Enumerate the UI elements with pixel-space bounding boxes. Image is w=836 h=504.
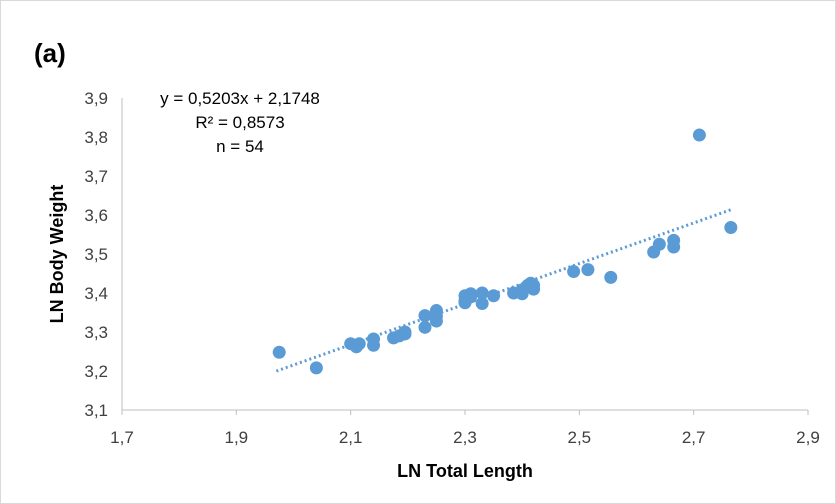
- y-axis-title: LN Body Weight: [47, 185, 67, 324]
- data-point: [487, 289, 501, 303]
- data-point: [567, 265, 581, 279]
- trendline-line: [275, 208, 732, 373]
- y-tick-label: 3,9: [84, 89, 108, 108]
- y-tick-label: 3,6: [84, 206, 108, 225]
- trendline: [275, 208, 732, 373]
- data-points: [272, 128, 738, 375]
- x-tick-label: 1,7: [110, 428, 134, 447]
- y-tick-label: 3,2: [84, 362, 108, 381]
- x-tick-label: 2,9: [796, 428, 820, 447]
- data-point: [418, 320, 432, 334]
- data-point: [309, 361, 323, 375]
- data-point: [418, 309, 432, 323]
- regression-annotation: y = 0,5203x + 2,1748 R² = 0,8573 n = 54: [160, 89, 320, 156]
- data-point: [652, 237, 666, 251]
- data-point: [581, 263, 595, 277]
- y-tick-label: 3,1: [84, 401, 108, 420]
- x-tick-label: 1,9: [225, 428, 249, 447]
- data-point: [667, 240, 681, 254]
- data-point: [272, 345, 286, 359]
- data-point: [352, 337, 366, 351]
- x-tick-labels: 1,7 1,9 2,1 2,3 2,5 2,7 2,9: [110, 410, 820, 447]
- y-tick-label: 3,4: [84, 284, 108, 303]
- y-tick-label: 3,7: [84, 167, 108, 186]
- data-point: [604, 270, 618, 284]
- y-tick-labels: 3,1 3,2 3,3 3,4 3,5 3,6 3,7 3,8 3,9: [84, 89, 108, 420]
- x-tick-label: 2,3: [453, 428, 477, 447]
- data-point: [724, 220, 738, 234]
- y-tick-label: 3,5: [84, 245, 108, 264]
- y-tick-label: 3,8: [84, 128, 108, 147]
- x-tick-label: 2,5: [568, 428, 592, 447]
- data-point: [527, 278, 541, 292]
- data-point: [398, 327, 412, 341]
- data-point: [429, 314, 443, 328]
- data-point: [464, 290, 478, 304]
- data-point: [475, 286, 489, 300]
- r-squared: R² = 0,8573: [195, 113, 284, 132]
- data-point: [475, 297, 489, 311]
- x-axis-title: LN Total Length: [397, 461, 533, 481]
- data-point: [692, 128, 706, 142]
- y-tick-label: 3,3: [84, 323, 108, 342]
- data-point: [367, 338, 381, 352]
- sample-size: n = 54: [216, 137, 264, 156]
- regression-equation: y = 0,5203x + 2,1748: [160, 89, 320, 108]
- panel-label: (a): [34, 38, 66, 68]
- x-tick-label: 2,7: [682, 428, 706, 447]
- x-tick-label: 2,1: [339, 428, 363, 447]
